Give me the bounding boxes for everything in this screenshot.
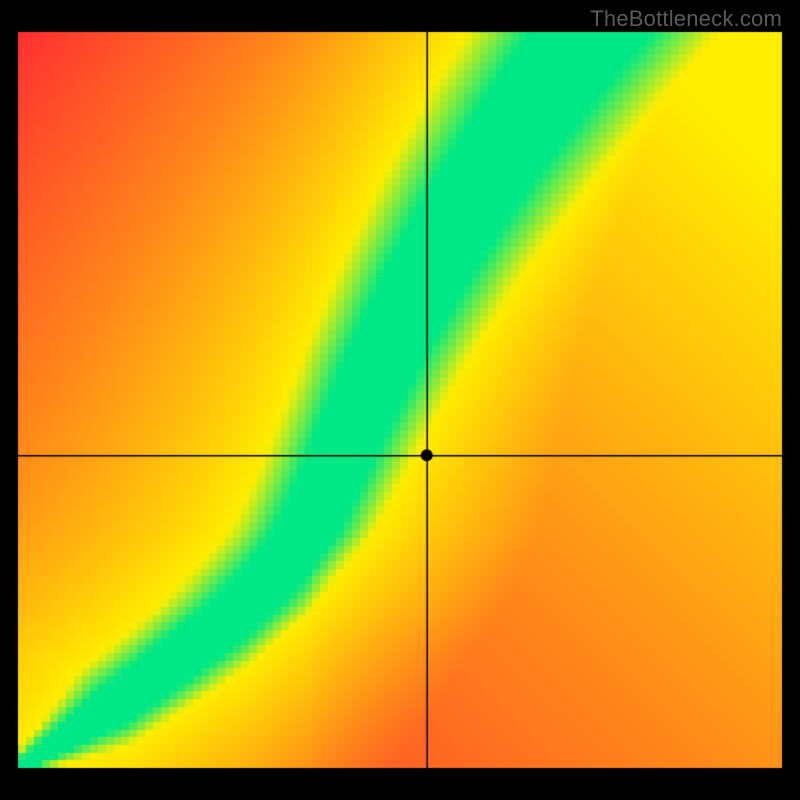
bottleneck-heatmap xyxy=(0,0,800,800)
watermark-label: TheBottleneck.com xyxy=(590,6,782,32)
chart-container: TheBottleneck.com xyxy=(0,0,800,800)
